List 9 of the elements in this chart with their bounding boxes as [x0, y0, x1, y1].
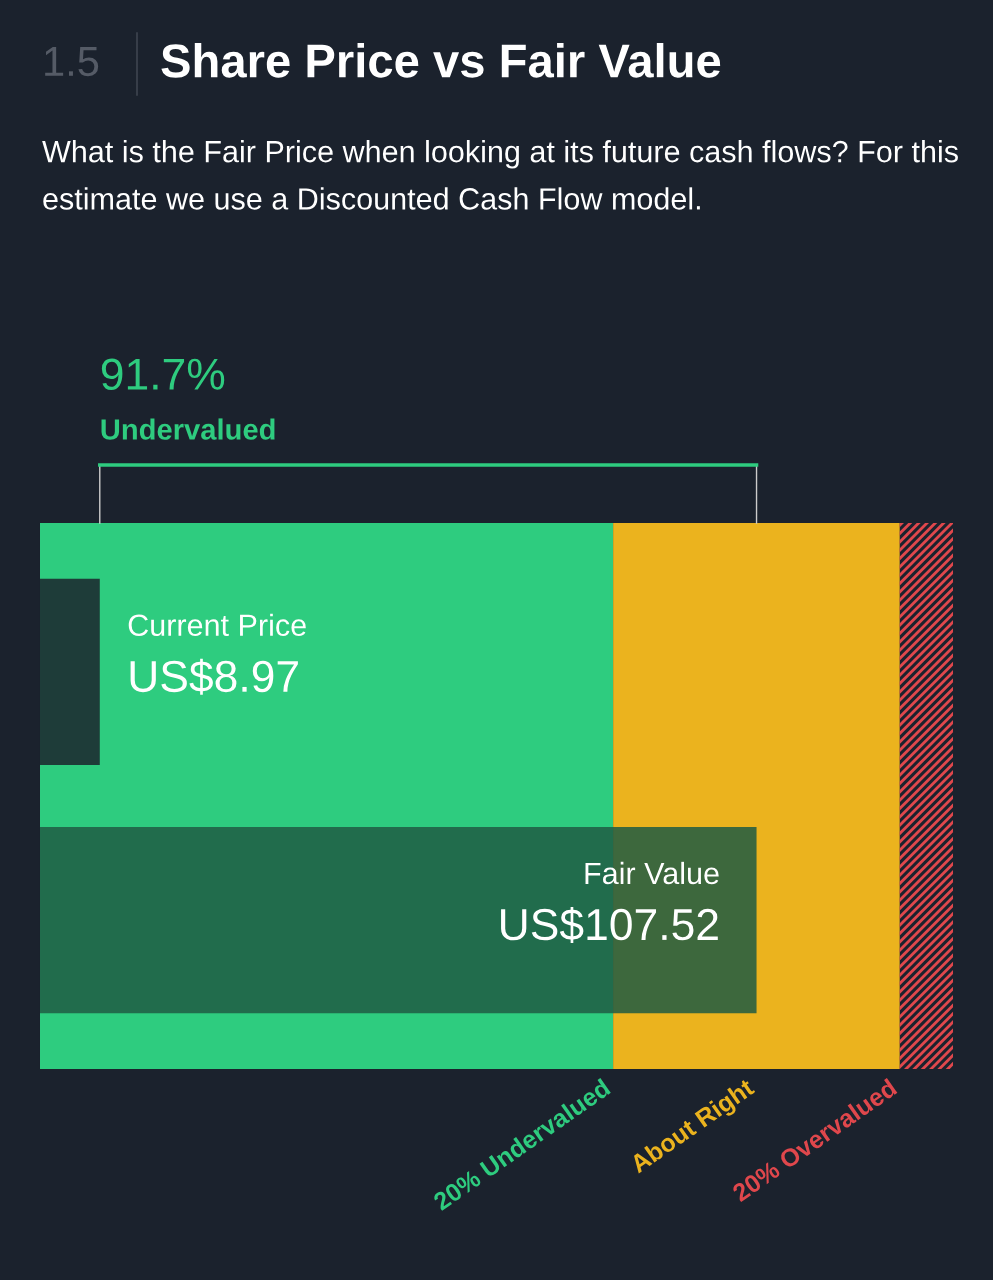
data-label: US$107.52 — [501, 906, 718, 943]
y-tick-label: Fair Value — [585, 861, 719, 885]
text: Undervalued — [101, 418, 275, 440]
y-tick-label: Current Price — [128, 613, 306, 637]
text: 1.5 — [45, 47, 99, 77]
chart-title: Share Price vs Fair Value — [161, 42, 721, 78]
chart-subtitle: What is the Fair Price when looking at its future cash flows? For this estimate we use a Discounted Cash Flow model. — [42, 140, 958, 210]
data-label: US$8.97 — [130, 658, 298, 695]
text: 91.7% — [101, 358, 225, 390]
